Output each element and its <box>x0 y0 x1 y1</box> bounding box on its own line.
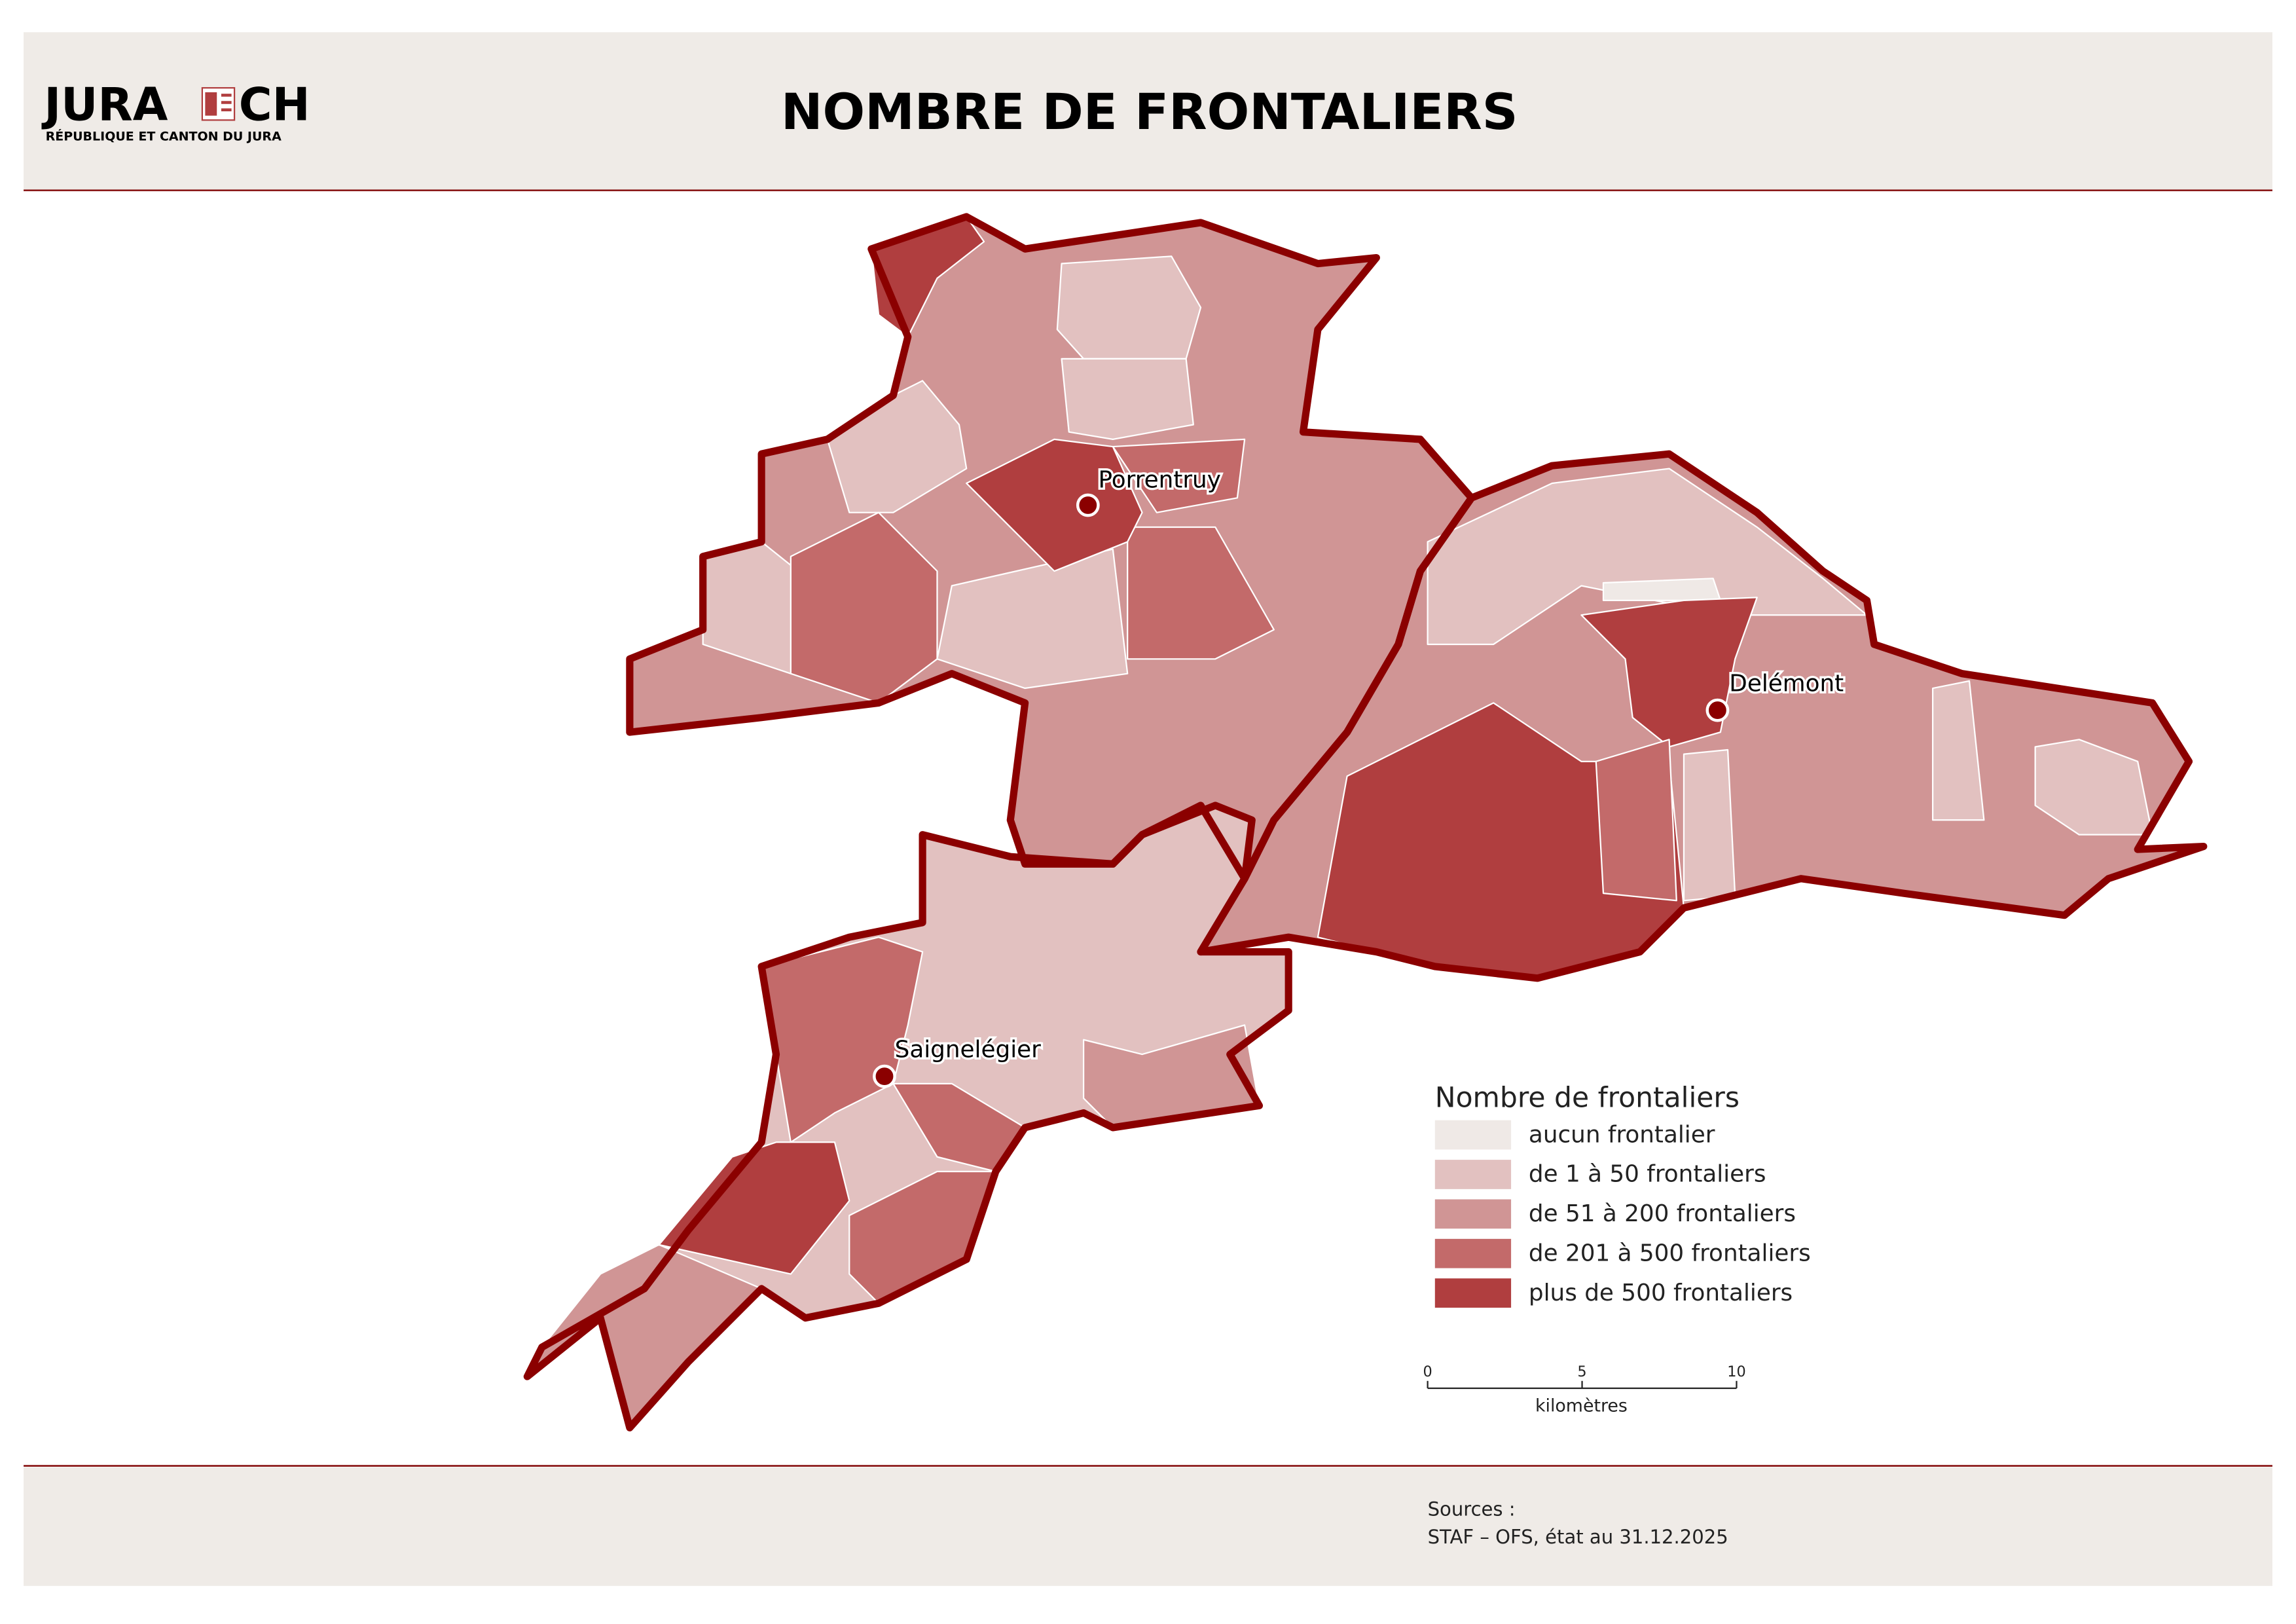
commune <box>1127 526 1275 660</box>
sources: STAF – OFS, état au 31.12.2025 <box>1428 1526 1728 1548</box>
commune <box>826 380 968 513</box>
commune <box>1683 748 1736 902</box>
commune <box>1061 358 1194 440</box>
logo-jura: JURA <box>41 79 168 131</box>
footer-band <box>24 1467 2272 1586</box>
place-dot <box>873 1064 896 1088</box>
logo-subtitle: RÉPUBLIQUE ET CANTON DU JURA <box>46 129 282 144</box>
page-title: NOMBRE DE FRONTALIERS <box>781 83 1518 141</box>
legend-label: de 201 à 500 frontaliers <box>1529 1240 1811 1266</box>
commune <box>2034 739 2153 836</box>
place-label: Saignelégier <box>895 1037 1042 1063</box>
border <box>523 802 1292 1431</box>
commune <box>1932 680 1985 821</box>
scale-unit: kilomètres <box>1535 1396 1628 1416</box>
commune <box>1056 255 1202 360</box>
place-label: Porrentruy <box>1098 467 1220 494</box>
legend-label: aucun frontalier <box>1529 1121 1715 1148</box>
legend-label: de 1 à 50 frontaliers <box>1529 1161 1766 1188</box>
legend-title: Nombre de frontaliers <box>1435 1082 1740 1115</box>
place-dot <box>1705 698 1730 722</box>
commune <box>1602 578 1721 601</box>
logo-flag <box>201 87 236 121</box>
canton-border <box>523 213 2208 1431</box>
commune <box>966 438 1143 572</box>
scale-tick-label: 5 <box>1577 1363 1586 1380</box>
scale-bar: kilomètres 0 5 10 <box>1423 1363 1746 1416</box>
sources-title: Sources : <box>1428 1498 1516 1521</box>
places: Porrentruy Delémont Saignelégier <box>873 464 1846 1088</box>
commune <box>790 511 938 704</box>
legend: Nombre de frontaliers aucun frontalier de… <box>1434 1082 1811 1308</box>
legend-swatch <box>1434 1199 1512 1229</box>
place-dot <box>1076 493 1100 517</box>
commune <box>1112 438 1246 513</box>
legend-label: de 51 à 200 frontaliers <box>1529 1200 1796 1227</box>
logo-ch: CH <box>239 79 310 131</box>
legend-swatch <box>1434 1278 1512 1308</box>
legend-swatch <box>1434 1238 1512 1268</box>
border <box>1197 450 2208 982</box>
header-band <box>24 32 2272 191</box>
place-label: Delémont <box>1729 671 1844 697</box>
scale-tick-label: 0 <box>1423 1363 1432 1380</box>
legend-swatch <box>1434 1160 1512 1189</box>
commune <box>1595 739 1677 902</box>
legend-swatch <box>1434 1120 1512 1150</box>
legend-label: plus de 500 frontaliers <box>1529 1280 1793 1306</box>
scale-tick-label: 10 <box>1727 1363 1745 1380</box>
map <box>526 215 2204 1429</box>
